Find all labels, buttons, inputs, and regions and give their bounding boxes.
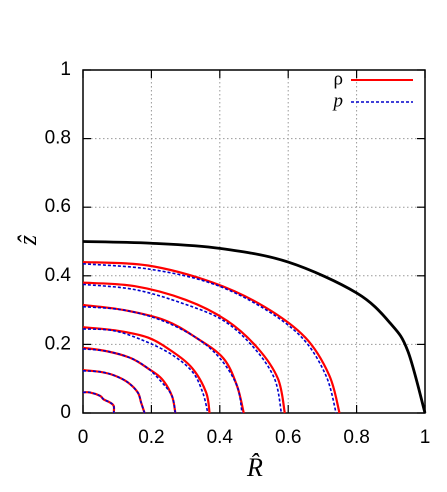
curve [82,328,209,414]
x-tick-label: 0.6 [275,427,301,448]
legend-label: p [332,90,344,111]
curve [82,305,243,414]
x-axis-label: R̂ [246,453,263,482]
curve [82,326,211,414]
y-tick-label: 0.6 [45,196,71,217]
y-axis-label: ẑ [13,234,42,246]
curve [82,348,177,414]
x-tick-label: 0 [78,427,89,448]
x-tick-label: 0.4 [207,427,234,448]
curve [82,370,146,414]
y-tick-label: 0.8 [45,128,71,149]
y-tick-label: 1 [60,59,71,80]
x-tick-label: 1 [420,427,431,448]
legend-label: ρ [334,68,343,89]
curve [82,262,337,414]
curve [82,281,286,414]
curve [82,283,283,414]
curve [82,391,115,414]
y-tick-label: 0 [60,402,71,423]
curve [82,260,341,414]
y-tick-label: 0.4 [45,265,72,286]
x-tick-label: 0.2 [138,427,164,448]
x-tick-label: 0.8 [343,427,369,448]
y-tick-label: 0.2 [45,333,71,354]
curve [82,240,427,414]
